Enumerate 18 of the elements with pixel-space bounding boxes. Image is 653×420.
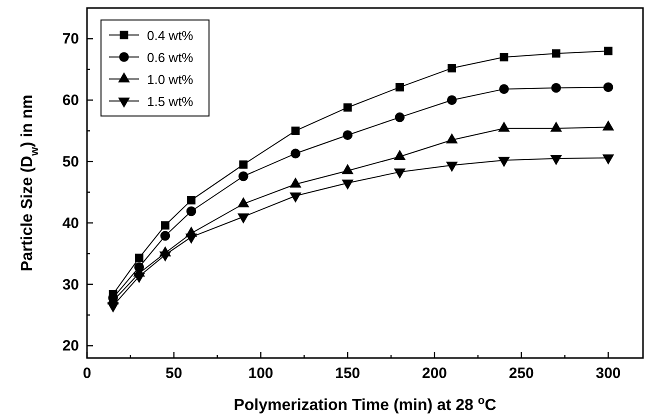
x-tick-label: 150 [335,365,360,382]
x-tick-label: 0 [82,365,92,382]
y-tick-label: 50 [62,154,79,171]
y-tick-label: 30 [62,276,79,294]
x-tick-label: 200 [422,365,448,382]
legend-label: 0.4 wt% [147,28,194,43]
legend-label: 1.5 wt% [147,94,194,109]
legend-label: 0.6 wt% [147,50,194,65]
x-tick-label: 100 [248,365,274,382]
y-tick-label: 70 [62,30,79,48]
x-tick-label: 300 [596,365,621,382]
y-tick-label: 40 [62,214,79,232]
y-tick-label: 60 [62,92,79,110]
y-tick-label: 20 [62,338,79,355]
x-tick-label: 250 [508,365,534,382]
x-axis-title: Polymerization Time (min) at 28 $^{o}$C [234,395,497,414]
x-tick-label: 50 [166,365,182,382]
legend-label: 1.0 wt% [147,72,194,87]
